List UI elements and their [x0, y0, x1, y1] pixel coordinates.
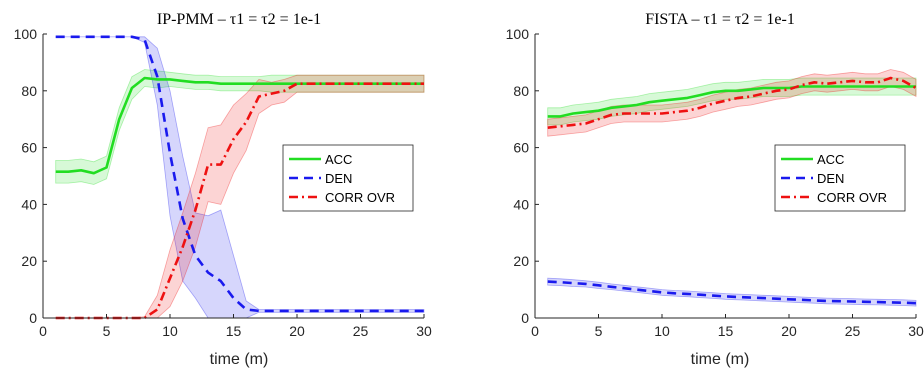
y-tick-label: 60	[513, 140, 529, 156]
chart-ip-pmm: IP-PMM – τ1 = τ2 = 1e-1 time (m) 0 5 10 15 2…	[14, 11, 432, 368]
series-line-1	[55, 35, 424, 313]
series-band-0	[547, 77, 917, 126]
x-tick-label: 5	[595, 323, 603, 339]
y-tick-label: 80	[513, 83, 529, 99]
legend-label: ACC	[325, 152, 352, 167]
legend: ACC DEN CORR OVR	[282, 144, 414, 212]
x-tick-label: 10	[654, 323, 670, 339]
y-tick-label: 100	[506, 26, 530, 42]
x-axis-label: time (m)	[210, 351, 269, 368]
chart-title: IP-PMM – τ1 = τ2 = 1e-1	[157, 11, 321, 28]
x-tick-label: 20	[289, 323, 305, 339]
legend: ACC DEN CORR OVR	[774, 144, 906, 212]
chart-fista: FISTA – τ1 = τ2 = 1e-1 time (m) 0 5 10 15 20…	[506, 11, 924, 368]
y-tick-label: 60	[21, 140, 37, 156]
legend-label: DEN	[817, 171, 844, 186]
chart-title: FISTA – τ1 = τ2 = 1e-1	[645, 11, 795, 28]
x-tick-label: 10	[162, 323, 178, 339]
series-line-0	[55, 76, 424, 175]
y-tick-label: 0	[29, 310, 37, 326]
x-tick-label: 30	[416, 323, 432, 339]
legend-label: CORR OVR	[817, 190, 887, 205]
y-tick-label: 20	[21, 253, 37, 269]
x-tick-label: 15	[226, 323, 242, 339]
series-line-0	[547, 85, 916, 118]
legend-label: DEN	[325, 171, 352, 186]
series-line-2	[547, 76, 917, 129]
series-band-1	[547, 277, 917, 307]
y-tick-label: 20	[513, 253, 529, 269]
series-line-1	[547, 280, 917, 305]
y-tick-label: 0	[521, 310, 529, 326]
series-band-1	[55, 36, 425, 319]
x-tick-label: 15	[718, 323, 734, 339]
x-tick-label: 0	[531, 323, 539, 339]
x-tick-label: 5	[103, 323, 111, 339]
x-tick-label: 0	[39, 323, 47, 339]
y-tick-label: 100	[14, 26, 38, 42]
y-tick-label: 80	[21, 83, 37, 99]
y-tick-label: 40	[513, 196, 529, 212]
legend-label: ACC	[817, 152, 844, 167]
y-tick-label: 40	[21, 196, 37, 212]
x-tick-label: 25	[353, 323, 369, 339]
x-tick-label: 25	[845, 323, 861, 339]
x-axis-label: time (m)	[691, 351, 750, 368]
x-tick-label: 30	[908, 323, 924, 339]
x-tick-label: 20	[781, 323, 797, 339]
legend-label: CORR OVR	[325, 190, 395, 205]
